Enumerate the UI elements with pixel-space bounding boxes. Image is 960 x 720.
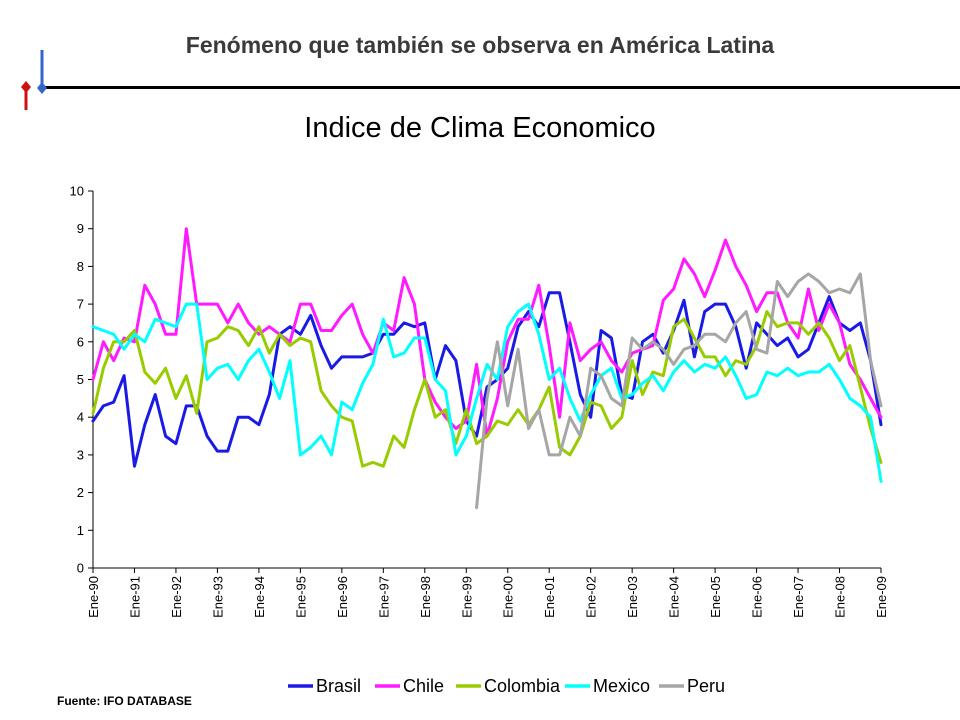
chart-title: Indice de Clima Economico (304, 112, 656, 144)
x-tick-label: Ene-96 (335, 576, 350, 618)
axes: 0 1 2 3 4 5 6 7 8 9 10 Ene-90 Ene-91 Ene-92 Ene-93 Ene-… (70, 184, 889, 618)
y-tick-label: 4 (77, 410, 84, 425)
slide-title: Fenómeno que también se observa en Améri… (185, 32, 775, 58)
x-tick-label: Ene-04 (667, 576, 682, 618)
x-tick-label: Ene-94 (252, 576, 267, 618)
logo-red-diamond (21, 81, 31, 93)
y-tick-label: 0 (77, 561, 84, 576)
title-divider (42, 86, 960, 89)
x-tick-label: Ene-06 (750, 576, 765, 618)
legend-label-chile: Chile (403, 676, 444, 696)
x-tick-label: Ene-97 (376, 576, 391, 618)
series-layer (91, 227, 883, 510)
series-line-colombia (91, 310, 883, 468)
x-tick-label: Ene-03 (625, 576, 640, 618)
series-line-brasil (91, 291, 883, 468)
legend-label-colombia: Colombia (484, 676, 561, 696)
x-tick-label: Ene-95 (293, 576, 308, 618)
x-tick-label: Ene-99 (459, 576, 474, 618)
x-tick-label: Ene-02 (584, 576, 599, 618)
legend: Brasil Chile Colombia Mexico Peru (288, 676, 725, 696)
y-tick-label: 3 (77, 447, 84, 462)
y-tick-label: 2 (77, 485, 84, 500)
source-note: Fuente: IFO DATABASE (57, 694, 192, 708)
x-tick-label: Ene-00 (501, 576, 516, 618)
series-line-peru (475, 272, 883, 510)
y-tick-label: 5 (77, 372, 84, 387)
x-tick-label: Ene-92 (169, 576, 184, 618)
x-tick-label: Ene-01 (542, 576, 557, 618)
x-tick-label: Ene-93 (210, 576, 225, 618)
y-tick-label: 1 (77, 523, 84, 538)
x-tick-label: Ene-90 (86, 576, 101, 618)
legend-label-brasil: Brasil (316, 676, 361, 696)
y-tick-label: 8 (77, 259, 84, 274)
series-line-mexico (91, 302, 883, 483)
x-tick-label: Ene-98 (418, 576, 433, 618)
y-tick-label: 9 (77, 221, 84, 236)
y-tick-label: 7 (77, 297, 84, 312)
logo-mark (21, 50, 47, 110)
x-tick-label: Ene-07 (791, 576, 806, 618)
x-tick-label: Ene-05 (708, 576, 723, 618)
y-tick-label: 10 (70, 184, 84, 199)
logo-blue-diamond (37, 82, 47, 94)
x-tick-label: Ene-91 (127, 576, 142, 618)
y-tick-label: 6 (77, 334, 84, 349)
x-tick-label: Ene-08 (833, 576, 848, 618)
legend-label-peru: Peru (687, 676, 725, 696)
x-tick-label: Ene-09 (874, 576, 889, 618)
legend-label-mexico: Mexico (593, 676, 650, 696)
